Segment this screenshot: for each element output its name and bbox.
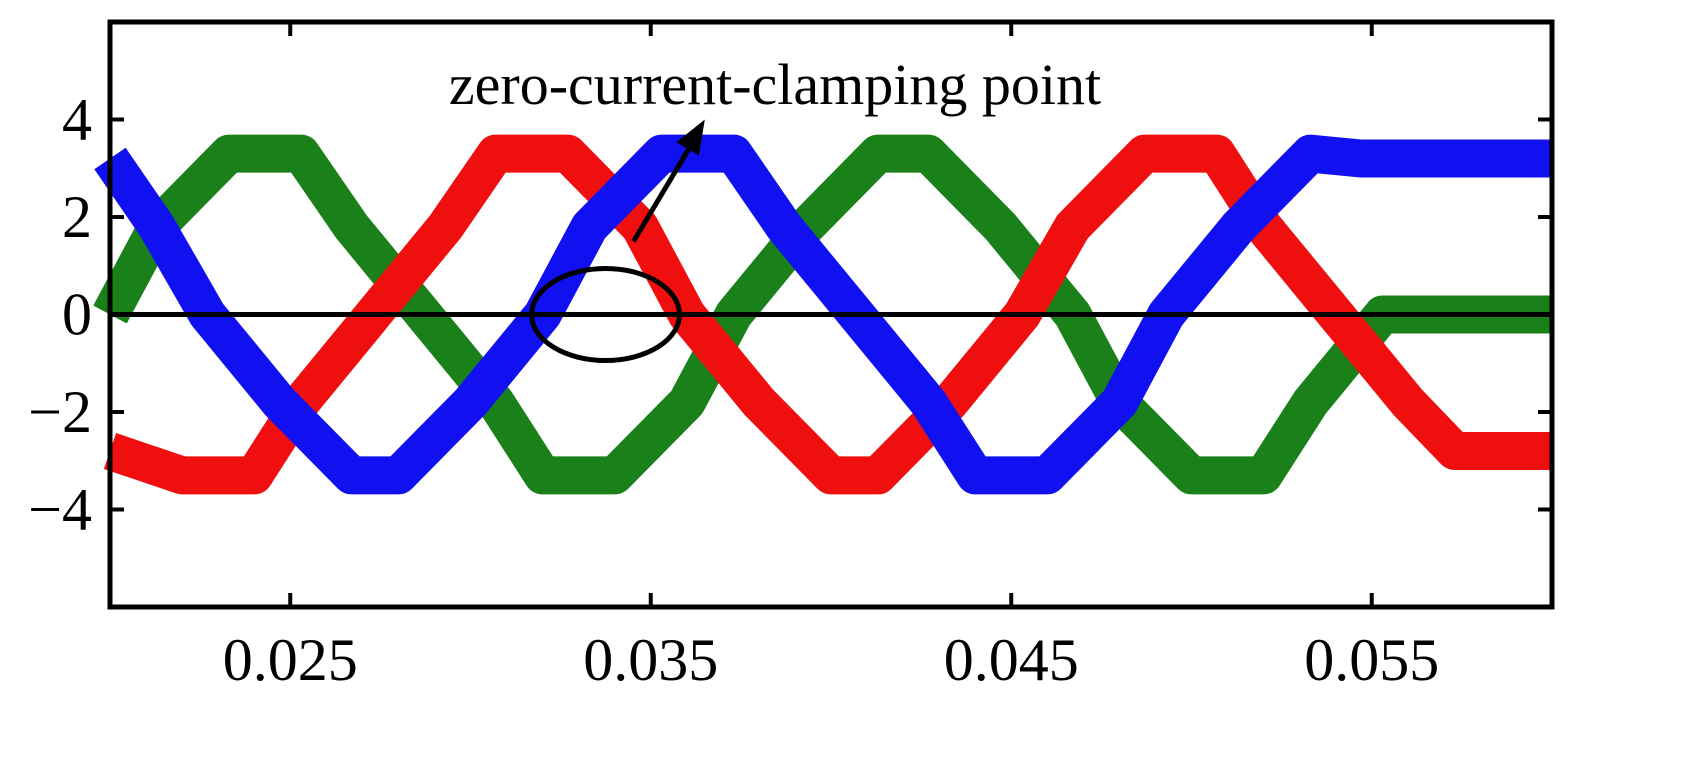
y-tick-label: 2 bbox=[62, 184, 92, 250]
series-1-line bbox=[93, 134, 1552, 495]
annotation-label: zero-current-clamping point bbox=[449, 52, 1101, 117]
plot-frame bbox=[107, 19, 1555, 610]
y-tick-label: 4 bbox=[62, 87, 92, 153]
series-3-line bbox=[94, 134, 1552, 495]
x-tick-label: 0.035 bbox=[583, 627, 718, 693]
annotation-arrow-shaft bbox=[631, 134, 699, 243]
curves-layer bbox=[93, 134, 1552, 495]
annotation-arrowhead bbox=[676, 119, 705, 156]
x-tick-label: 0.045 bbox=[944, 627, 1079, 693]
y-tick-label: −4 bbox=[28, 477, 92, 543]
annotation-ellipse bbox=[529, 266, 683, 363]
y-tick-label: −2 bbox=[28, 379, 92, 445]
y-tick-label: 0 bbox=[62, 282, 92, 348]
x-tick-label: 0.025 bbox=[223, 627, 358, 693]
annotation-layer bbox=[529, 119, 705, 363]
series-2-line bbox=[103, 134, 1552, 495]
x-tick-label: 0.055 bbox=[1304, 627, 1439, 693]
